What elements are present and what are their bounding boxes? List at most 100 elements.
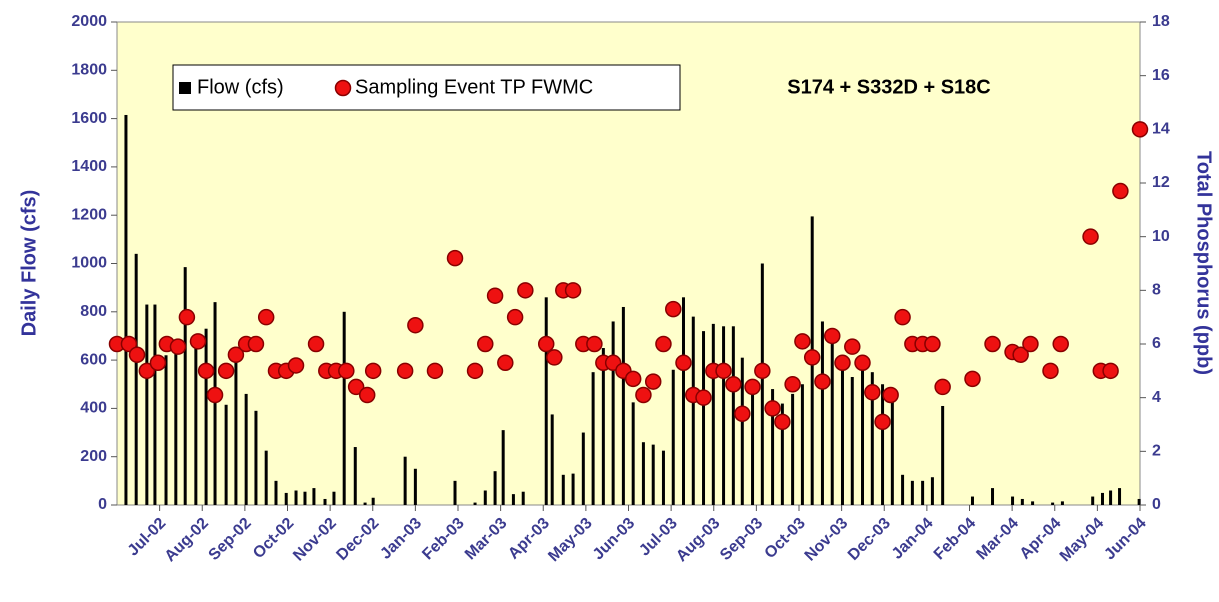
- x-tick-label: Mar-04: [973, 515, 1022, 564]
- y-tick-label: 1800: [71, 62, 107, 79]
- point: [814, 373, 831, 390]
- x-tick-label: Oct-03: [762, 515, 809, 562]
- bar: [780, 403, 784, 505]
- bar: [740, 357, 744, 505]
- y2-tick-label: 0: [1152, 496, 1161, 513]
- point: [477, 335, 494, 353]
- point: [307, 335, 325, 353]
- point: [734, 405, 751, 423]
- x-tick-label: May-03: [545, 515, 595, 565]
- point: [537, 335, 555, 353]
- point: [257, 308, 275, 326]
- y2-tick-label: 12: [1152, 174, 1170, 191]
- bar: [153, 304, 157, 505]
- legend-marker: [334, 79, 352, 97]
- bar: [601, 348, 605, 505]
- point: [1042, 362, 1059, 380]
- point: [227, 346, 245, 363]
- point: [1102, 362, 1119, 380]
- point: [834, 354, 851, 372]
- bar: [224, 404, 228, 505]
- point: [466, 362, 484, 380]
- point: [665, 300, 682, 318]
- bar: [641, 442, 645, 505]
- bar: [571, 473, 575, 505]
- bar: [702, 331, 706, 505]
- bar: [840, 355, 844, 505]
- bar: [991, 488, 995, 505]
- y-tick-label: 1600: [71, 110, 107, 127]
- bar: [274, 480, 278, 505]
- point: [882, 386, 899, 404]
- point: [984, 335, 1001, 353]
- y-tick-label: 1000: [71, 255, 107, 272]
- bar: [870, 372, 874, 505]
- y2-tick-label: 8: [1152, 282, 1161, 299]
- bar: [631, 402, 635, 505]
- bar: [671, 369, 675, 505]
- marks: [124, 114, 1141, 505]
- legend-label: Sampling Event TP FWMC: [355, 76, 593, 98]
- point: [744, 378, 761, 396]
- point: [794, 333, 811, 350]
- y2-tick-label: 14: [1152, 121, 1170, 138]
- bar: [1109, 490, 1113, 505]
- bar: [611, 321, 615, 505]
- point: [189, 333, 207, 350]
- point: [894, 308, 911, 326]
- bar: [312, 488, 316, 505]
- bar: [294, 490, 298, 505]
- y-tick-label: 200: [80, 448, 107, 465]
- bar: [791, 393, 795, 505]
- bar: [521, 491, 525, 505]
- bar: [881, 384, 885, 505]
- bar: [323, 498, 327, 505]
- bar: [134, 253, 138, 505]
- point: [1022, 335, 1039, 353]
- point: [149, 354, 167, 372]
- point: [774, 413, 791, 431]
- bar: [901, 474, 905, 505]
- bar: [174, 345, 178, 505]
- bar: [921, 480, 925, 505]
- bar: [1031, 501, 1035, 505]
- point: [764, 400, 781, 417]
- bar: [363, 502, 367, 505]
- bar: [760, 263, 764, 505]
- bar: [403, 456, 407, 505]
- point: [128, 346, 146, 363]
- y-tick-label: 400: [80, 400, 107, 417]
- bar: [970, 496, 974, 505]
- bar: [204, 328, 208, 505]
- point: [138, 362, 156, 380]
- x-tick-label: Dec-02: [333, 515, 382, 564]
- point: [874, 413, 891, 431]
- x-tick-label: Feb-04: [931, 515, 980, 564]
- x-tick-label: Apr-04: [1017, 515, 1065, 563]
- bar: [511, 494, 515, 505]
- y2-tick-label: 4: [1152, 389, 1161, 406]
- bar: [830, 331, 834, 505]
- bar: [850, 377, 854, 505]
- point: [1131, 121, 1149, 138]
- bar: [234, 362, 238, 505]
- point: [934, 378, 951, 396]
- x-tick-label: Feb-03: [419, 515, 468, 564]
- point: [247, 335, 265, 353]
- y-tick-label: 1400: [71, 158, 107, 175]
- bar: [473, 502, 477, 505]
- bar: [751, 384, 755, 505]
- x-tick-label: Sep-02: [206, 515, 255, 564]
- x-tick-label: Jun-04: [1101, 515, 1150, 564]
- bar: [244, 393, 248, 505]
- x-tick-label: Mar-03: [462, 515, 511, 564]
- point: [644, 373, 662, 390]
- legend-marker: [179, 82, 191, 94]
- bar: [493, 471, 497, 505]
- point: [1052, 335, 1069, 353]
- point: [864, 384, 881, 401]
- bar: [264, 450, 268, 505]
- y-tick-label: 1200: [71, 206, 107, 223]
- x-tick-label: Aug-02: [162, 515, 212, 565]
- bar: [771, 389, 775, 505]
